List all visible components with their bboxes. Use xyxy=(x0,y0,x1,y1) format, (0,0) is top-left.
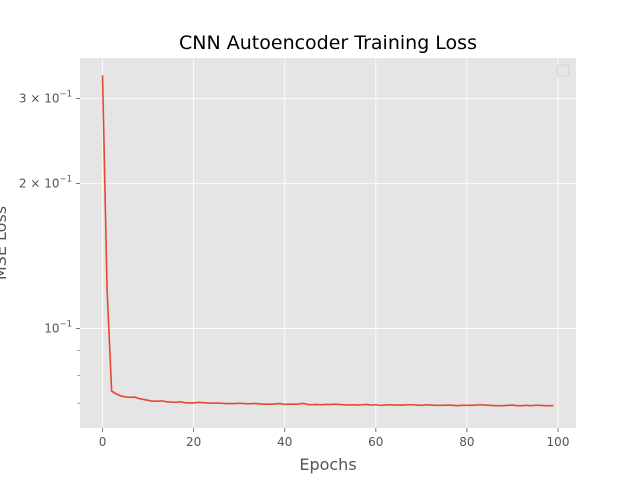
x-axis-label: Epochs xyxy=(299,455,356,474)
y-axis-label: MSE Loss xyxy=(0,206,10,280)
loss-series-line xyxy=(101,75,554,407)
x-tick-label: 0 xyxy=(99,435,107,449)
plot-background xyxy=(80,58,576,428)
y-tick-label: 2 × 10−1 xyxy=(19,174,72,190)
x-tick-label: 100 xyxy=(547,435,570,449)
legend-box xyxy=(556,64,570,77)
y-tick-label: 10−1 xyxy=(44,320,72,336)
grid xyxy=(80,58,576,428)
x-tick-label: 20 xyxy=(186,435,201,449)
series-group xyxy=(101,75,554,407)
axis-ticks xyxy=(76,98,559,432)
x-tick-label: 60 xyxy=(368,435,383,449)
y-tick-label: 3 × 10−1 xyxy=(19,89,72,105)
chart-title: CNN Autoencoder Training Loss xyxy=(179,32,477,54)
tick-labels: 0 20 40 60 80 100 10−1 2 × 10−1 3 × 10−1 xyxy=(19,89,570,449)
x-tick-label: 80 xyxy=(459,435,474,449)
x-tick-label: 40 xyxy=(277,435,292,449)
